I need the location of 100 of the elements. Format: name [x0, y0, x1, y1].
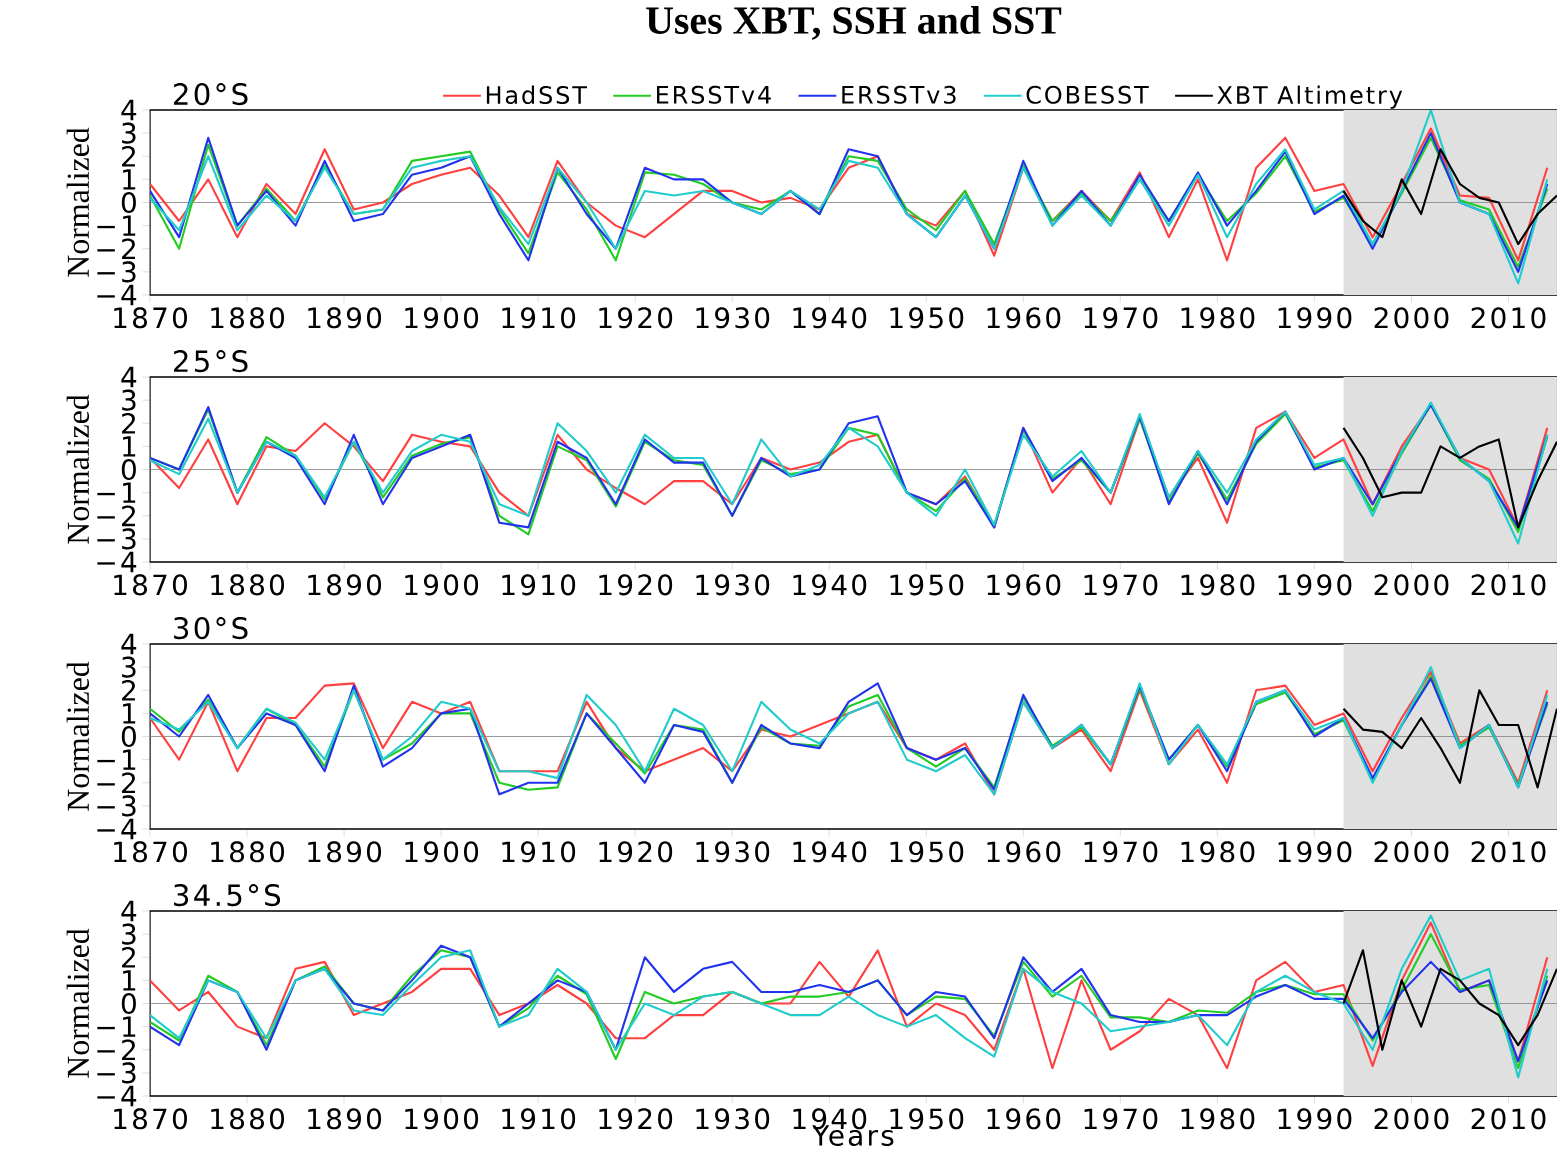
- chart-title: 30°S: [174, 617, 248, 640]
- x-tick-label: 1870: [114, 841, 187, 863]
- y-tick-label: 1: [123, 970, 136, 991]
- x-tick-label: 1990: [1278, 1108, 1352, 1130]
- x-tick-label: 1960: [987, 307, 1061, 329]
- x-tick-label: 2000: [1374, 307, 1449, 329]
- x-tick-label: 1920: [599, 841, 673, 863]
- x-tick-label: 1870: [114, 574, 187, 596]
- y-axis-title: Normalized: [66, 394, 90, 544]
- y-tick-label: 2: [122, 679, 135, 701]
- y-axis-title: Normalized: [66, 127, 90, 277]
- x-tick-label: 1930: [696, 841, 770, 863]
- y-tick-label: 1: [123, 169, 136, 190]
- line-series: [1342, 148, 1557, 246]
- y-axis-title: Normalized: [66, 928, 90, 1078]
- y-tick-label: −4: [97, 1085, 137, 1107]
- x-tick-label: 1920: [599, 307, 673, 329]
- x-tick-label: 1880: [211, 307, 285, 329]
- x-tick-label: 1910: [502, 307, 576, 329]
- y-tick-label: 0: [121, 191, 136, 214]
- legend-label: HadSST: [486, 85, 587, 105]
- x-tick-label: 1890: [308, 307, 382, 329]
- y-tick-label: −3: [97, 261, 136, 283]
- x-tick-label: 1910: [502, 574, 576, 596]
- x-tick-label: 1960: [987, 574, 1061, 596]
- y-tick-label: −3: [97, 528, 136, 550]
- x-tick-label: 2000: [1374, 1108, 1449, 1130]
- x-tick-label: 1890: [308, 574, 382, 596]
- x-tick-label: 1870: [114, 1108, 187, 1130]
- y-tick-label: −4: [97, 284, 137, 306]
- legend-label: ERSSTv3: [842, 85, 956, 104]
- y-tick-label: 0: [121, 458, 136, 481]
- x-tick-label: 1880: [211, 574, 285, 596]
- chart-title: 25°S: [173, 350, 248, 373]
- line-series: [1342, 426, 1557, 529]
- y-tick-label: 3: [122, 389, 136, 411]
- x-tick-label: 1900: [405, 841, 479, 863]
- x-tick-label: 1980: [1181, 1108, 1255, 1130]
- x-tick-label: 1930: [696, 574, 770, 596]
- x-tick-label: 1970: [1084, 1108, 1158, 1130]
- x-tick-label: 1980: [1181, 841, 1255, 863]
- legend-label: ERSSTv4: [657, 85, 771, 104]
- x-tick-label: 1950: [890, 574, 964, 596]
- y-tick-label: −2: [97, 772, 135, 794]
- y-tick-label: 3: [122, 656, 136, 678]
- y-tick-label: 3: [122, 122, 136, 144]
- y-tick-label: 4: [121, 99, 137, 121]
- x-tick-label: 1890: [308, 841, 382, 863]
- x-tick-label: 2000: [1374, 841, 1449, 863]
- legend-label: XBT Altimetry: [1217, 85, 1403, 109]
- y-tick-label: 0: [121, 992, 136, 1015]
- x-tick-label: 2010: [1471, 841, 1546, 863]
- x-tick-label: 1910: [502, 1108, 576, 1130]
- y-tick-label: 2: [122, 145, 135, 167]
- line-series: [1342, 949, 1557, 1051]
- x-tick-label: 1880: [211, 1108, 285, 1130]
- y-tick-label: −4: [97, 551, 137, 573]
- y-tick-label: −1: [97, 749, 136, 770]
- y-tick-label: 3: [122, 923, 136, 945]
- x-tick-label: 2010: [1471, 1108, 1546, 1130]
- x-tick-label: 1970: [1084, 307, 1158, 329]
- y-tick-label: −1: [97, 215, 136, 236]
- y-tick-label: 1: [123, 703, 136, 724]
- x-tick-label: 1980: [1181, 574, 1255, 596]
- x-tick-label: 1990: [1278, 307, 1352, 329]
- y-tick-label: 0: [121, 725, 136, 748]
- y-tick-label: −3: [97, 1062, 136, 1084]
- x-tick-label: 1950: [890, 307, 964, 329]
- x-tick-label: 1940: [793, 841, 867, 863]
- chart-title: 34.5°S: [174, 884, 281, 907]
- y-tick-label: −4: [97, 818, 137, 840]
- x-tick-label: 1950: [890, 841, 964, 863]
- y-tick-label: −2: [97, 1039, 135, 1061]
- x-tick-label: 1940: [793, 574, 867, 596]
- x-tick-label: 1990: [1278, 841, 1352, 863]
- x-tick-label: 2010: [1471, 307, 1546, 329]
- line-series: [1342, 689, 1557, 789]
- y-tick-label: −2: [97, 505, 135, 527]
- legend-label: COBESST: [1026, 85, 1149, 104]
- text: Uses XBT, SSH and SST: [646, 5, 1062, 40]
- x-tick-label: 1920: [599, 1108, 673, 1130]
- y-tick-label: −1: [97, 482, 136, 503]
- x-tick-label: 1930: [696, 1108, 770, 1130]
- x-tick-label: 1970: [1084, 574, 1158, 596]
- y-tick-label: 4: [121, 900, 137, 922]
- x-tick-label: 1900: [405, 574, 479, 596]
- x-tick-label: 1920: [599, 574, 673, 596]
- y-tick-label: −2: [97, 238, 135, 260]
- x-tick-label: 1940: [793, 307, 867, 329]
- x-tick-label: 1890: [308, 1108, 382, 1130]
- y-tick-label: −1: [97, 1016, 136, 1037]
- y-tick-label: 1: [123, 436, 136, 457]
- y-axis-title: Normalized: [66, 661, 90, 811]
- y-tick-label: 4: [121, 633, 137, 655]
- y-tick-label: 2: [122, 412, 135, 434]
- x-tick-label: 1880: [211, 841, 285, 863]
- x-tick-label: 1900: [405, 1108, 479, 1130]
- x-tick-label: 2000: [1374, 574, 1449, 596]
- x-tick-label: 1990: [1278, 574, 1352, 596]
- x-tick-label: 1910: [502, 841, 576, 863]
